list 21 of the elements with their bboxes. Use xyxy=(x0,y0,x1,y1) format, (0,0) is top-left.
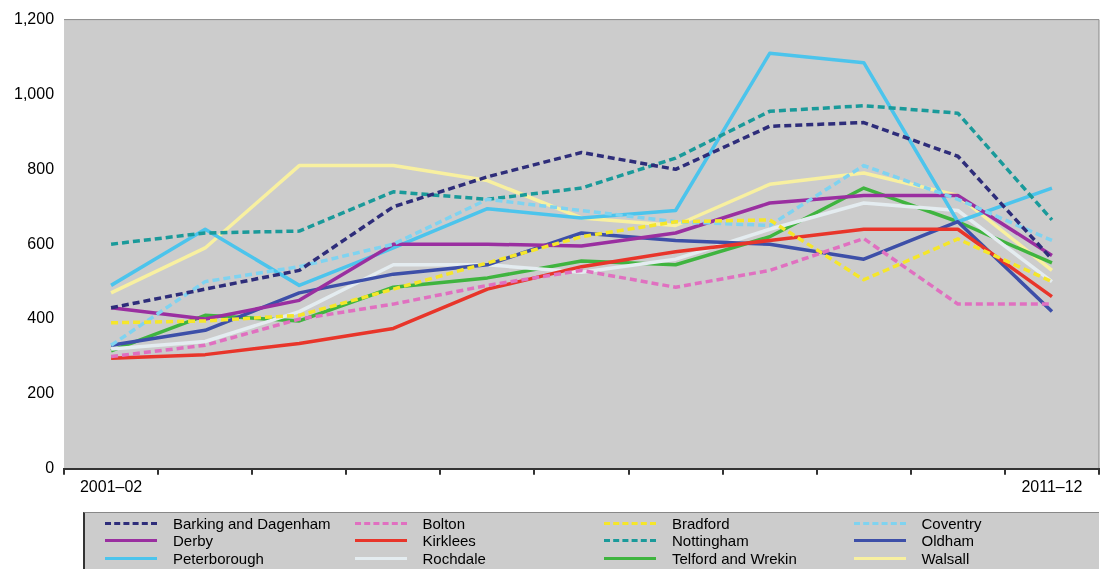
legend-label: Oldham xyxy=(921,532,975,550)
legend-label: Telford and Wrekin xyxy=(672,549,797,567)
y-tick-label: 0 xyxy=(45,459,55,477)
legend-label: Nottingham xyxy=(672,532,749,550)
x-tick-label: 2011–12 xyxy=(1021,477,1083,495)
legend-label: Kirklees xyxy=(422,532,476,550)
y-tick-label: 1,200 xyxy=(13,10,55,28)
y-tick-label: 1,000 xyxy=(13,84,55,102)
legend-label: Derby xyxy=(173,532,214,550)
legend-label: Bradford xyxy=(672,515,730,533)
legend-label: Bolton xyxy=(422,515,466,533)
legend-label: Barking and Dagenham xyxy=(173,515,331,533)
y-tick-label: 200 xyxy=(27,384,55,402)
legend-label: Rochdale xyxy=(422,549,486,567)
y-tick-label: 400 xyxy=(27,309,55,327)
x-tick-label: 2001–02 xyxy=(79,477,143,495)
legend-label: Peterborough xyxy=(173,549,264,567)
legend-label: Walsall xyxy=(921,549,970,567)
y-tick-label: 600 xyxy=(27,234,55,252)
y-tick-label: 800 xyxy=(27,159,55,177)
legend-label: Coventry xyxy=(921,515,982,533)
